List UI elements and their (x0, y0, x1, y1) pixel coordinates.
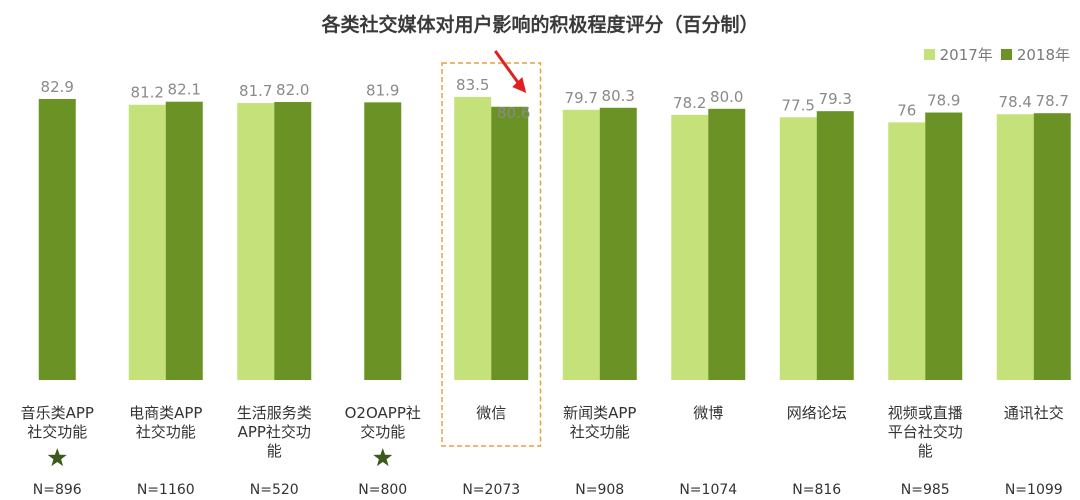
legend-label-2017: 2017年 (939, 46, 993, 64)
chart-title: 各类社交媒体对用户影响的积极程度评分（百分制） (321, 14, 759, 36)
data-label-2018-8: 78.9 (927, 92, 960, 110)
bar-2017-1 (128, 104, 166, 381)
category-label-4-line-0: 微信 (476, 404, 506, 422)
bar-2018-2 (274, 102, 312, 381)
legend-swatch-2018 (1000, 49, 1012, 60)
arrow-line (494, 50, 523, 88)
data-label-2017-9: 78.4 (999, 93, 1032, 111)
data-label-2018-9: 78.7 (1036, 92, 1069, 110)
data-label-2018-2: 82.0 (276, 81, 309, 99)
bar-2017-4 (454, 96, 492, 380)
bar-2018-5 (599, 107, 637, 381)
bar-2018-0 (38, 98, 76, 381)
category-label-5-line-1: 社交功能 (570, 423, 630, 441)
bar-2018-6 (708, 108, 746, 381)
category-label-3-line-0: O2OAPP社 (345, 404, 421, 422)
category-label-9-line-0: 通讯社交 (1004, 404, 1064, 422)
bar-2018-4 (491, 106, 529, 381)
sample-size-label-7: N=816 (792, 482, 841, 498)
sample-size-label-0: N=896 (33, 482, 82, 498)
category-label-7-line-0: 网络论坛 (787, 404, 847, 422)
category-label-0-line-0: 音乐类APP (21, 404, 94, 422)
legend: 2017年 2018年 (916, 44, 1070, 65)
category-label-8-line-1: 平台社交功 (888, 423, 963, 441)
bar-2017-9 (996, 114, 1034, 380)
data-label-2017-5: 79.7 (565, 89, 598, 107)
data-label-2018-0: 82.9 (41, 78, 74, 96)
sample-size-label-3: N=800 (358, 482, 407, 498)
category-label-6-line-0: 微博 (693, 404, 723, 422)
data-label-2018-3: 81.9 (366, 81, 399, 99)
legend-item-2017: 2017年 (923, 44, 993, 65)
data-label-2017-2: 81.7 (239, 82, 272, 100)
arrow-icon (512, 77, 527, 93)
category-label-2-line-1: APP社交功 (238, 423, 311, 441)
category-label-2-line-2: 能 (267, 442, 282, 460)
sample-size-label-4: N=2073 (462, 482, 520, 498)
bar-2018-9 (1033, 113, 1071, 380)
bar-2017-7 (779, 117, 817, 381)
category-label-5-line-0: 新闻类APP (563, 404, 636, 422)
category-label-8-line-0: 视频或直播 (888, 404, 963, 422)
bar-2018-7 (816, 111, 854, 380)
category-label-8-line-2: 能 (918, 442, 933, 460)
data-label-2018-1: 82.1 (168, 81, 201, 99)
sample-size-label-1: N=1160 (137, 482, 195, 498)
legend-swatch-2017 (923, 49, 935, 60)
category-label-0-line-1: 社交功能 (27, 423, 87, 441)
data-label-2017-8: 76 (897, 101, 916, 119)
category-label-3-line-1: 交功能 (360, 423, 405, 441)
sample-size-label-6: N=1074 (679, 482, 737, 498)
data-label-2017-4: 83.5 (456, 76, 489, 94)
highlight-box (441, 62, 542, 447)
bar-2017-2 (237, 103, 275, 381)
bar-2018-8 (925, 112, 963, 381)
category-label-1-line-1: 社交功能 (136, 423, 196, 441)
category-label-2-line-0: 生活服务类 (237, 404, 312, 422)
category-label-1-line-0: 电商类APP (129, 404, 202, 422)
bar-2017-5 (562, 109, 600, 380)
sample-size-label-2: N=520 (250, 482, 299, 498)
data-label-2018-4: 80.6 (497, 104, 530, 122)
data-label-2018-7: 79.3 (819, 90, 852, 108)
sample-size-label-8: N=985 (901, 482, 950, 498)
data-label-2017-1: 81.2 (131, 84, 164, 102)
bar-2017-6 (671, 114, 709, 380)
sample-size-label-9: N=1099 (1005, 482, 1063, 498)
data-label-2018-6: 80.0 (710, 88, 743, 106)
legend-item-2018: 2018年 (1000, 44, 1070, 65)
star-icon-3 (373, 448, 393, 467)
bar-2018-3 (364, 102, 402, 380)
bar-2018-1 (165, 101, 203, 380)
bar-2017-8 (888, 122, 926, 381)
data-label-2017-7: 77.5 (782, 96, 815, 114)
star-icon-0 (47, 448, 67, 467)
data-label-2017-6: 78.2 (673, 94, 706, 112)
legend-label-2018: 2018年 (1016, 46, 1070, 64)
sample-size-label-5: N=908 (575, 482, 624, 498)
data-label-2018-5: 80.3 (602, 87, 635, 105)
